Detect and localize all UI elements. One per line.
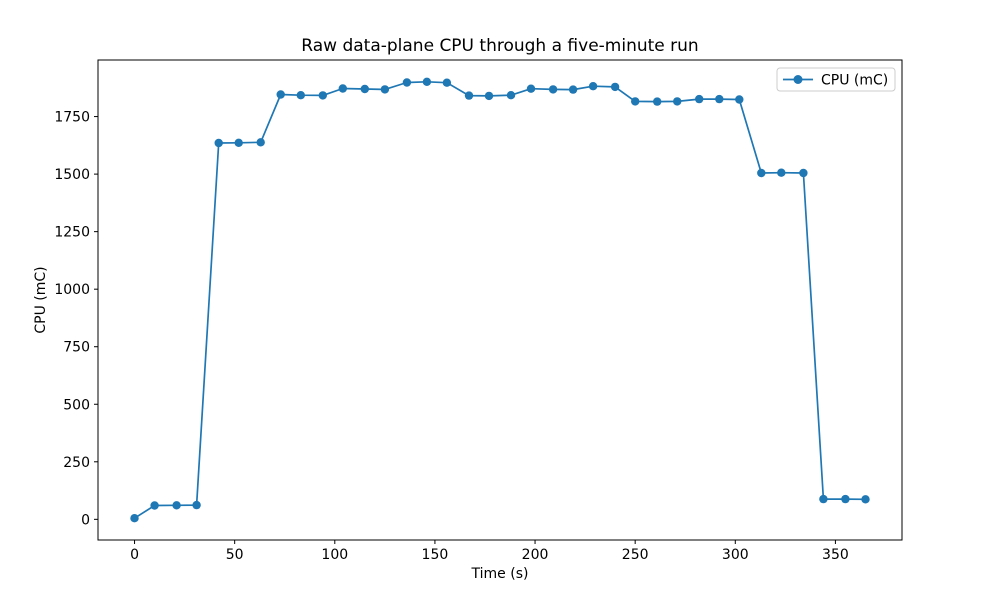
y-tick-label: 1000 — [54, 282, 90, 298]
data-point-marker — [192, 500, 201, 510]
x-tick-label: 0 — [130, 547, 139, 563]
y-axis-label: CPU (mC) — [33, 266, 49, 333]
y-tick-label: 1750 — [54, 110, 90, 126]
legend: CPU (mC) — [776, 67, 896, 92]
x-tick-label: 200 — [522, 547, 549, 563]
data-point-marker — [715, 94, 724, 104]
data-point-marker — [735, 95, 744, 104]
data-point-marker — [777, 168, 786, 177]
y-axis-ticks: 0 250 500 750 1000 1250 1500 1750 — [54, 110, 98, 528]
cpu-series-line — [130, 77, 870, 523]
data-point-marker — [484, 91, 494, 101]
data-point-marker — [631, 97, 640, 106]
x-tick-label: 350 — [822, 547, 849, 563]
data-point-marker — [861, 495, 870, 504]
chart-title: Raw data-plane CPU through a five-minute… — [301, 36, 698, 56]
data-point-marker — [256, 138, 265, 147]
data-point-marker — [673, 97, 682, 106]
legend-frame — [776, 67, 896, 92]
y-tick-label: 0 — [81, 512, 90, 528]
legend-marker-icon — [793, 75, 803, 84]
data-point-marker — [819, 494, 828, 504]
data-point-marker — [422, 77, 432, 87]
data-point-marker — [757, 168, 766, 178]
data-point-marker — [799, 168, 808, 178]
x-tick-label: 100 — [321, 547, 348, 563]
y-tick-label: 500 — [63, 397, 90, 413]
data-point-marker — [695, 94, 704, 104]
data-point-marker — [296, 91, 305, 100]
data-point-marker — [526, 84, 536, 93]
y-tick-label: 1250 — [54, 225, 90, 241]
x-tick-label: 150 — [422, 547, 449, 563]
data-point-marker — [548, 85, 558, 94]
y-tick-label: 250 — [63, 455, 90, 471]
y-tick-label: 1500 — [54, 167, 90, 183]
data-point-marker — [588, 82, 598, 91]
legend-label: CPU (mC) — [821, 73, 888, 89]
x-tick-label: 250 — [622, 547, 649, 563]
data-point-marker — [172, 501, 181, 510]
data-point-marker — [338, 84, 347, 93]
data-point-marker — [380, 85, 390, 94]
data-point-marker — [442, 78, 452, 87]
data-point-marker — [464, 91, 474, 100]
data-point-marker — [653, 97, 662, 106]
data-point-marker — [214, 138, 223, 148]
plot-area — [97, 59, 903, 541]
data-point-marker — [360, 84, 369, 94]
data-point-marker — [130, 514, 139, 523]
data-point-marker — [506, 91, 516, 100]
data-point-marker — [841, 494, 850, 504]
data-point-marker — [234, 138, 243, 147]
data-point-marker — [276, 90, 285, 99]
data-point-marker — [402, 78, 412, 87]
x-axis-ticks: 0 50 100 150 200 250 300 350 — [130, 540, 849, 563]
data-point-marker — [318, 91, 327, 100]
data-point-marker — [610, 82, 620, 92]
data-point-marker — [150, 501, 159, 510]
data-point-marker — [568, 85, 578, 94]
x-tick-label: 50 — [226, 547, 244, 563]
y-tick-label: 750 — [63, 340, 90, 356]
x-axis-label: Time (s) — [471, 566, 529, 582]
x-tick-label: 300 — [722, 547, 749, 563]
